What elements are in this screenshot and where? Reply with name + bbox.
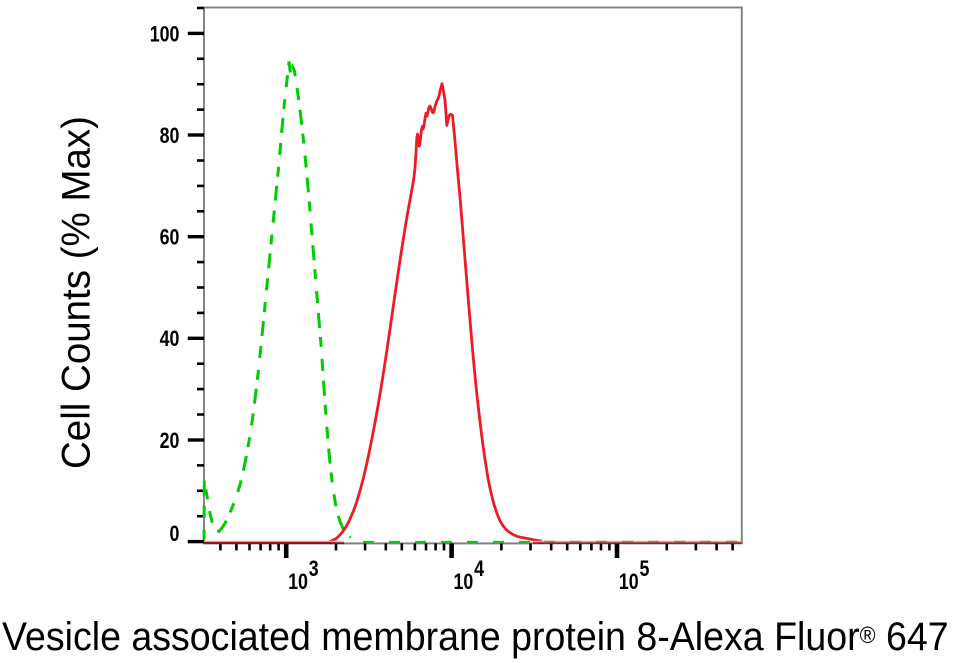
svg-text:0: 0 bbox=[170, 521, 180, 546]
svg-text:20: 20 bbox=[160, 428, 180, 453]
svg-text:10: 10 bbox=[454, 569, 474, 594]
svg-text:3: 3 bbox=[309, 556, 319, 581]
svg-text:4: 4 bbox=[474, 556, 484, 581]
svg-text:100: 100 bbox=[150, 21, 180, 46]
svg-text:5: 5 bbox=[640, 556, 650, 581]
svg-text:Cell Counts (% Max): Cell Counts (% Max) bbox=[55, 116, 99, 469]
svg-text:10: 10 bbox=[619, 569, 639, 594]
svg-text:40: 40 bbox=[160, 326, 180, 351]
svg-text:60: 60 bbox=[160, 225, 180, 250]
svg-text:80: 80 bbox=[160, 123, 180, 148]
svg-text:10: 10 bbox=[288, 569, 308, 594]
